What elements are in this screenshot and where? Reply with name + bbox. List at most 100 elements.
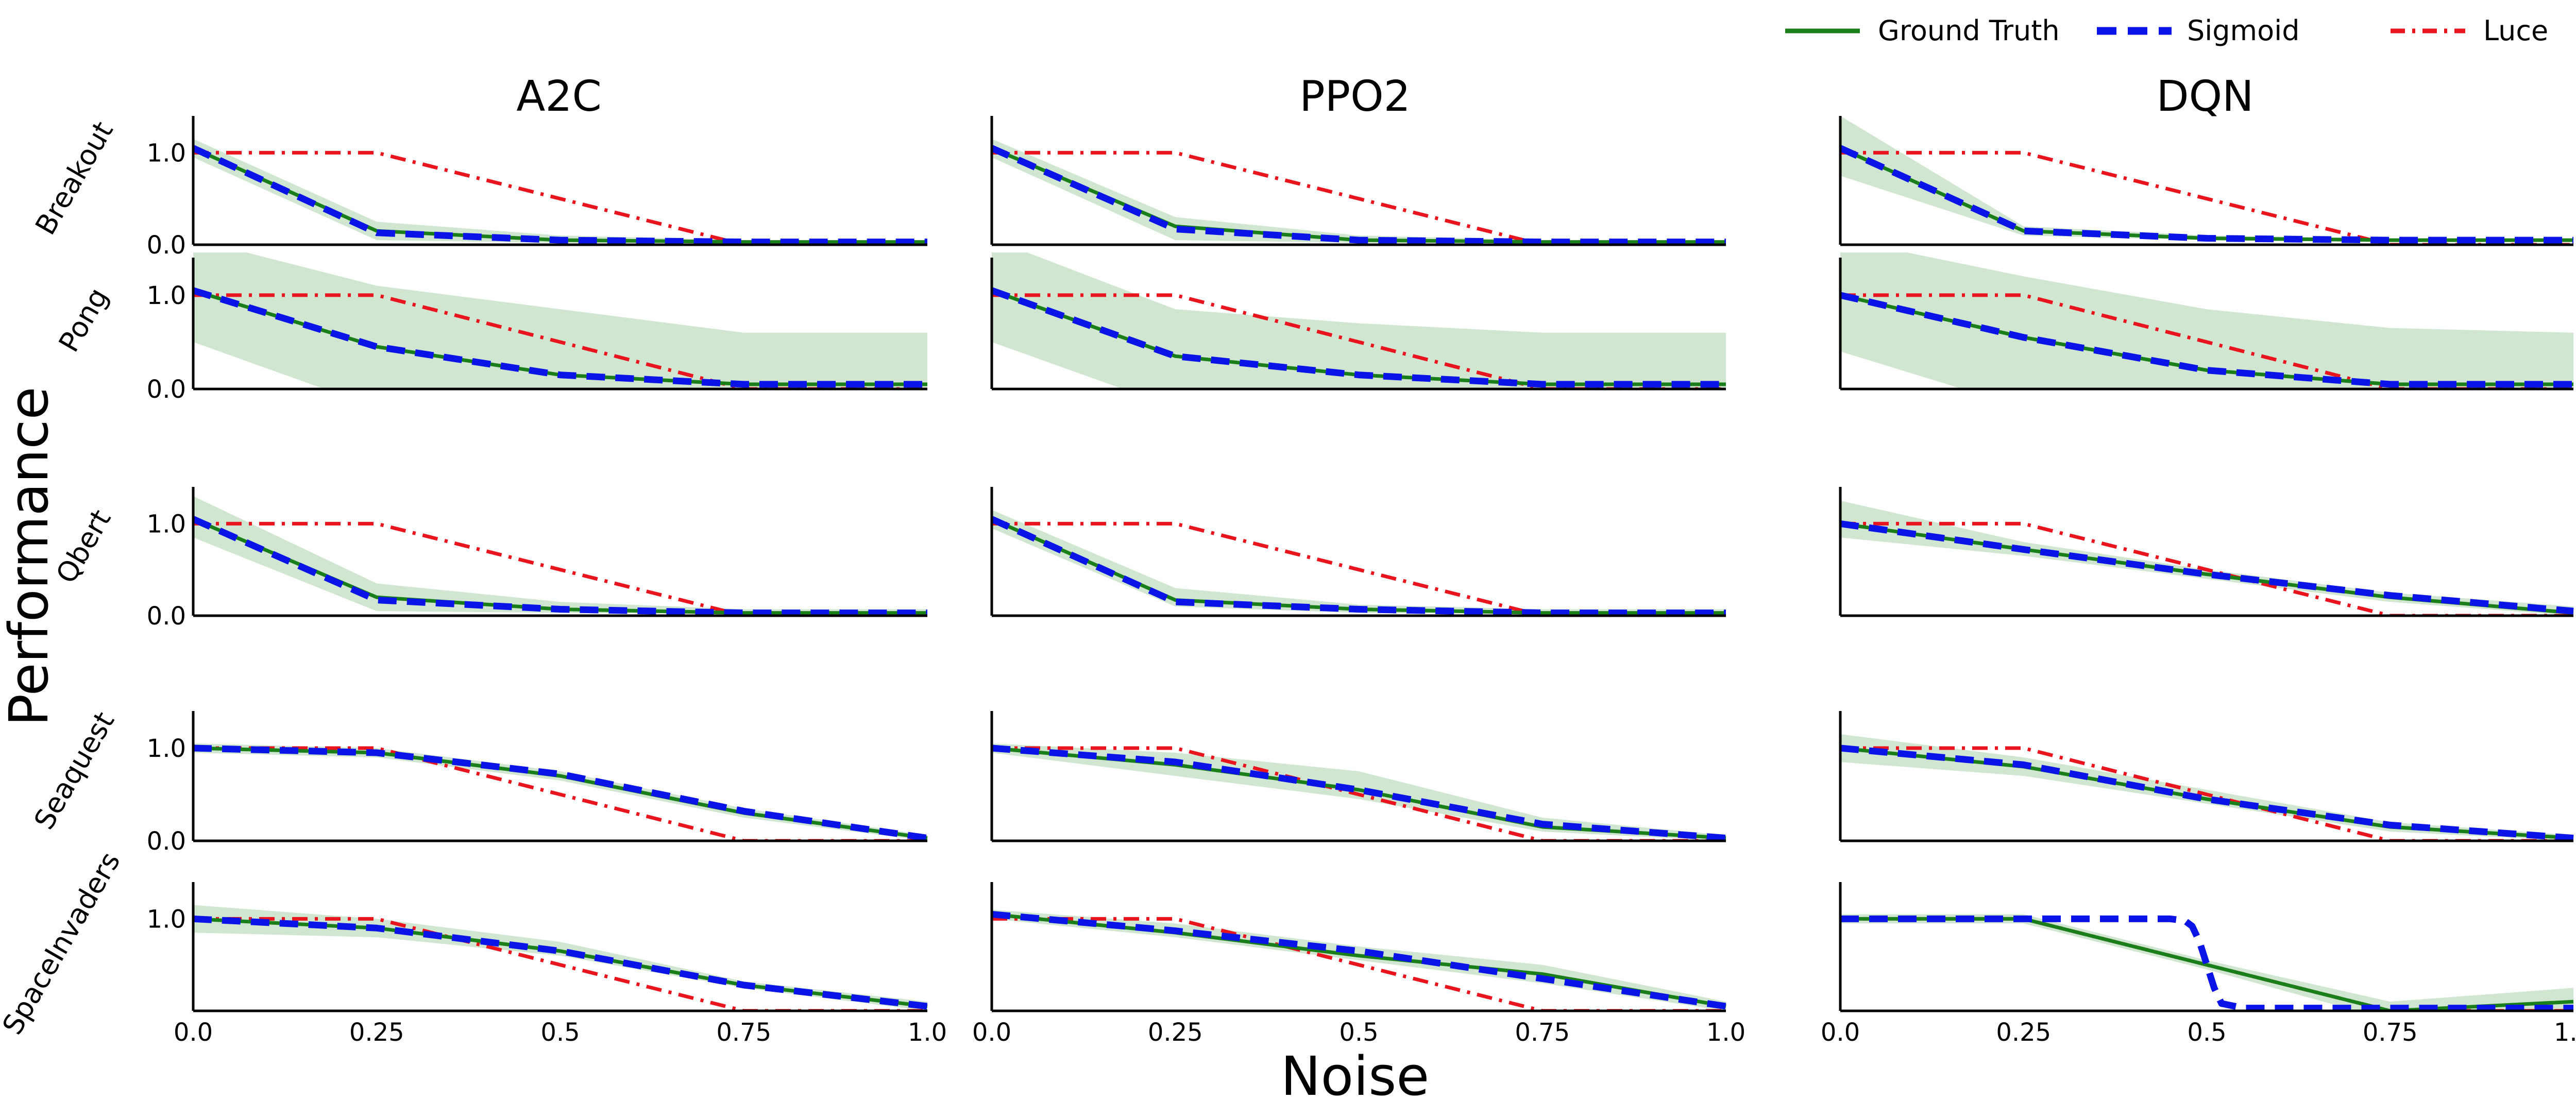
panel-pong-dqn (1839, 252, 2573, 391)
column-title-ppo2: PPO2 (1299, 72, 1411, 121)
sigmoid-line (1840, 292, 2573, 388)
panel-seaquest-dqn (1839, 711, 2574, 842)
panel-breakout-ppo2 (990, 116, 1726, 246)
sigmoid-line (193, 915, 928, 1010)
ground-truth-band (1840, 914, 2573, 1011)
row-label-spaceinvaders: SpaceInvaders (0, 847, 127, 1040)
x-tick-label: 0.0 (1821, 1018, 1860, 1047)
ground-truth-band (193, 252, 927, 389)
luce-line (992, 917, 1726, 1011)
legend-label-ground-truth: Ground Truth (1878, 14, 2060, 47)
sigmoid-line (992, 287, 1726, 388)
x-tick-label: 0.25 (1148, 1018, 1203, 1047)
plot-area (193, 139, 927, 245)
plot-area (992, 139, 1726, 245)
x-tick-label: 0.0 (972, 1018, 1011, 1047)
x-tick-label: 0.75 (2363, 1018, 2418, 1047)
panel-qbert-ppo2 (990, 487, 1726, 617)
y-tick-label: 0.0 (147, 602, 186, 631)
panel-breakout-dqn (1839, 116, 2573, 246)
plot-area (193, 252, 927, 389)
luce-line (193, 521, 927, 616)
x-tick-label: 0.0 (174, 1018, 213, 1047)
x-tick-label: 1.0 (2554, 1018, 2576, 1047)
ground-truth-band (193, 743, 927, 841)
luce-line (992, 150, 1726, 245)
x-tick-label: 1.0 (1706, 1018, 1745, 1047)
column-title-a2c: A2C (516, 72, 602, 121)
luce-line (1840, 293, 2573, 389)
plot-area (1840, 500, 2574, 616)
plot-area (992, 252, 1726, 389)
luce-line (193, 293, 927, 389)
plot-area (193, 496, 927, 616)
luce-line (992, 521, 1726, 616)
plot-area (1840, 116, 2573, 245)
luce-line (193, 150, 927, 245)
legend-item-ground-truth: Ground Truth (1785, 14, 2060, 47)
ground-truth-band (193, 496, 927, 614)
legend-label-luce: Luce (2483, 14, 2548, 47)
plot-area (992, 909, 1726, 1011)
y-tick-label: 1.0 (147, 139, 186, 167)
sigmoid-line (193, 744, 928, 841)
x-tick-label: 1.0 (908, 1018, 947, 1047)
y-tick-label: 1.0 (147, 281, 186, 310)
x-tick-label: 0.75 (716, 1018, 771, 1047)
panel-seaquest-ppo2 (990, 711, 1726, 842)
x-tick-label: 0.5 (540, 1018, 580, 1047)
row-label-pong: Pong (53, 282, 115, 358)
x-tick-label: 0.75 (1515, 1018, 1570, 1047)
plot-area (193, 905, 928, 1011)
panel-breakout-a2c: 0.0 1.0 (147, 116, 927, 260)
x-tick-label: 0.25 (349, 1018, 404, 1047)
x-tick-label: 0.5 (2187, 1018, 2226, 1047)
panel-spaceinvaders-ppo2: 0.0 0.25 0.5 0.75 1.0 (972, 882, 1745, 1047)
sigmoid-line (193, 516, 927, 616)
legend-label-sigmoid: Sigmoid (2187, 14, 2299, 47)
sigmoid-line (1840, 744, 2574, 841)
luce-line (992, 293, 1726, 389)
panel-pong-a2c: 0.0 1.0 (147, 252, 927, 404)
x-axis-label: Noise (1281, 1045, 1430, 1108)
plot-area (992, 510, 1726, 616)
row-label-breakout: Breakout (29, 116, 120, 240)
luce-line (1840, 746, 2573, 841)
ground-truth-band (1840, 500, 2573, 616)
plot-area (193, 743, 928, 841)
legend-item-luce: Luce (2391, 14, 2548, 47)
luce-line (193, 746, 927, 841)
ground-truth-band (1840, 734, 2573, 841)
plot-area (1840, 252, 2573, 389)
ground-truth-band (1840, 116, 2573, 242)
sigmoid-line (193, 287, 927, 388)
luce-line (1840, 150, 2573, 245)
column-title-dqn: DQN (2156, 72, 2253, 121)
panel-seaquest-a2c: 0.0 1.0 (147, 711, 928, 856)
plot-area (992, 743, 1726, 841)
sigmoid-line (992, 911, 1726, 1010)
sigmoid-line (1840, 915, 2573, 1011)
legend: Ground Truth Sigmoid Luce (1785, 14, 2548, 47)
panel-qbert-a2c: 0.0 1.0 (147, 487, 927, 631)
ground-truth-band (992, 909, 1726, 1011)
x-tick-label: 0.5 (1339, 1018, 1378, 1047)
x-tick-label: 0.25 (1996, 1018, 2051, 1047)
y-axis-label: Performance (0, 386, 60, 726)
luce-line (1840, 521, 2573, 616)
y-tick-label: 0.0 (147, 375, 186, 404)
y-tick-label: 1.0 (147, 905, 186, 934)
y-tick-label: 1.0 (147, 510, 186, 538)
legend-item-sigmoid: Sigmoid (2097, 14, 2299, 47)
panel-spaceinvaders-a2c: 1.0 0.0 0.25 0.5 0.75 1.0 (147, 882, 947, 1047)
luce-line (193, 917, 927, 1011)
y-tick-label: 0.0 (147, 827, 186, 856)
panel-spaceinvaders-dqn: 0.0 0.25 0.5 0.75 1.0 (1821, 882, 2576, 1047)
sigmoid-line (1840, 520, 2574, 615)
panel-qbert-dqn (1839, 487, 2574, 617)
sigmoid-line (193, 145, 927, 245)
ground-truth-band (992, 743, 1726, 841)
sigmoid-line (1840, 145, 2573, 244)
ground-truth-band (1840, 252, 2573, 389)
sigmoid-line (992, 744, 1726, 841)
